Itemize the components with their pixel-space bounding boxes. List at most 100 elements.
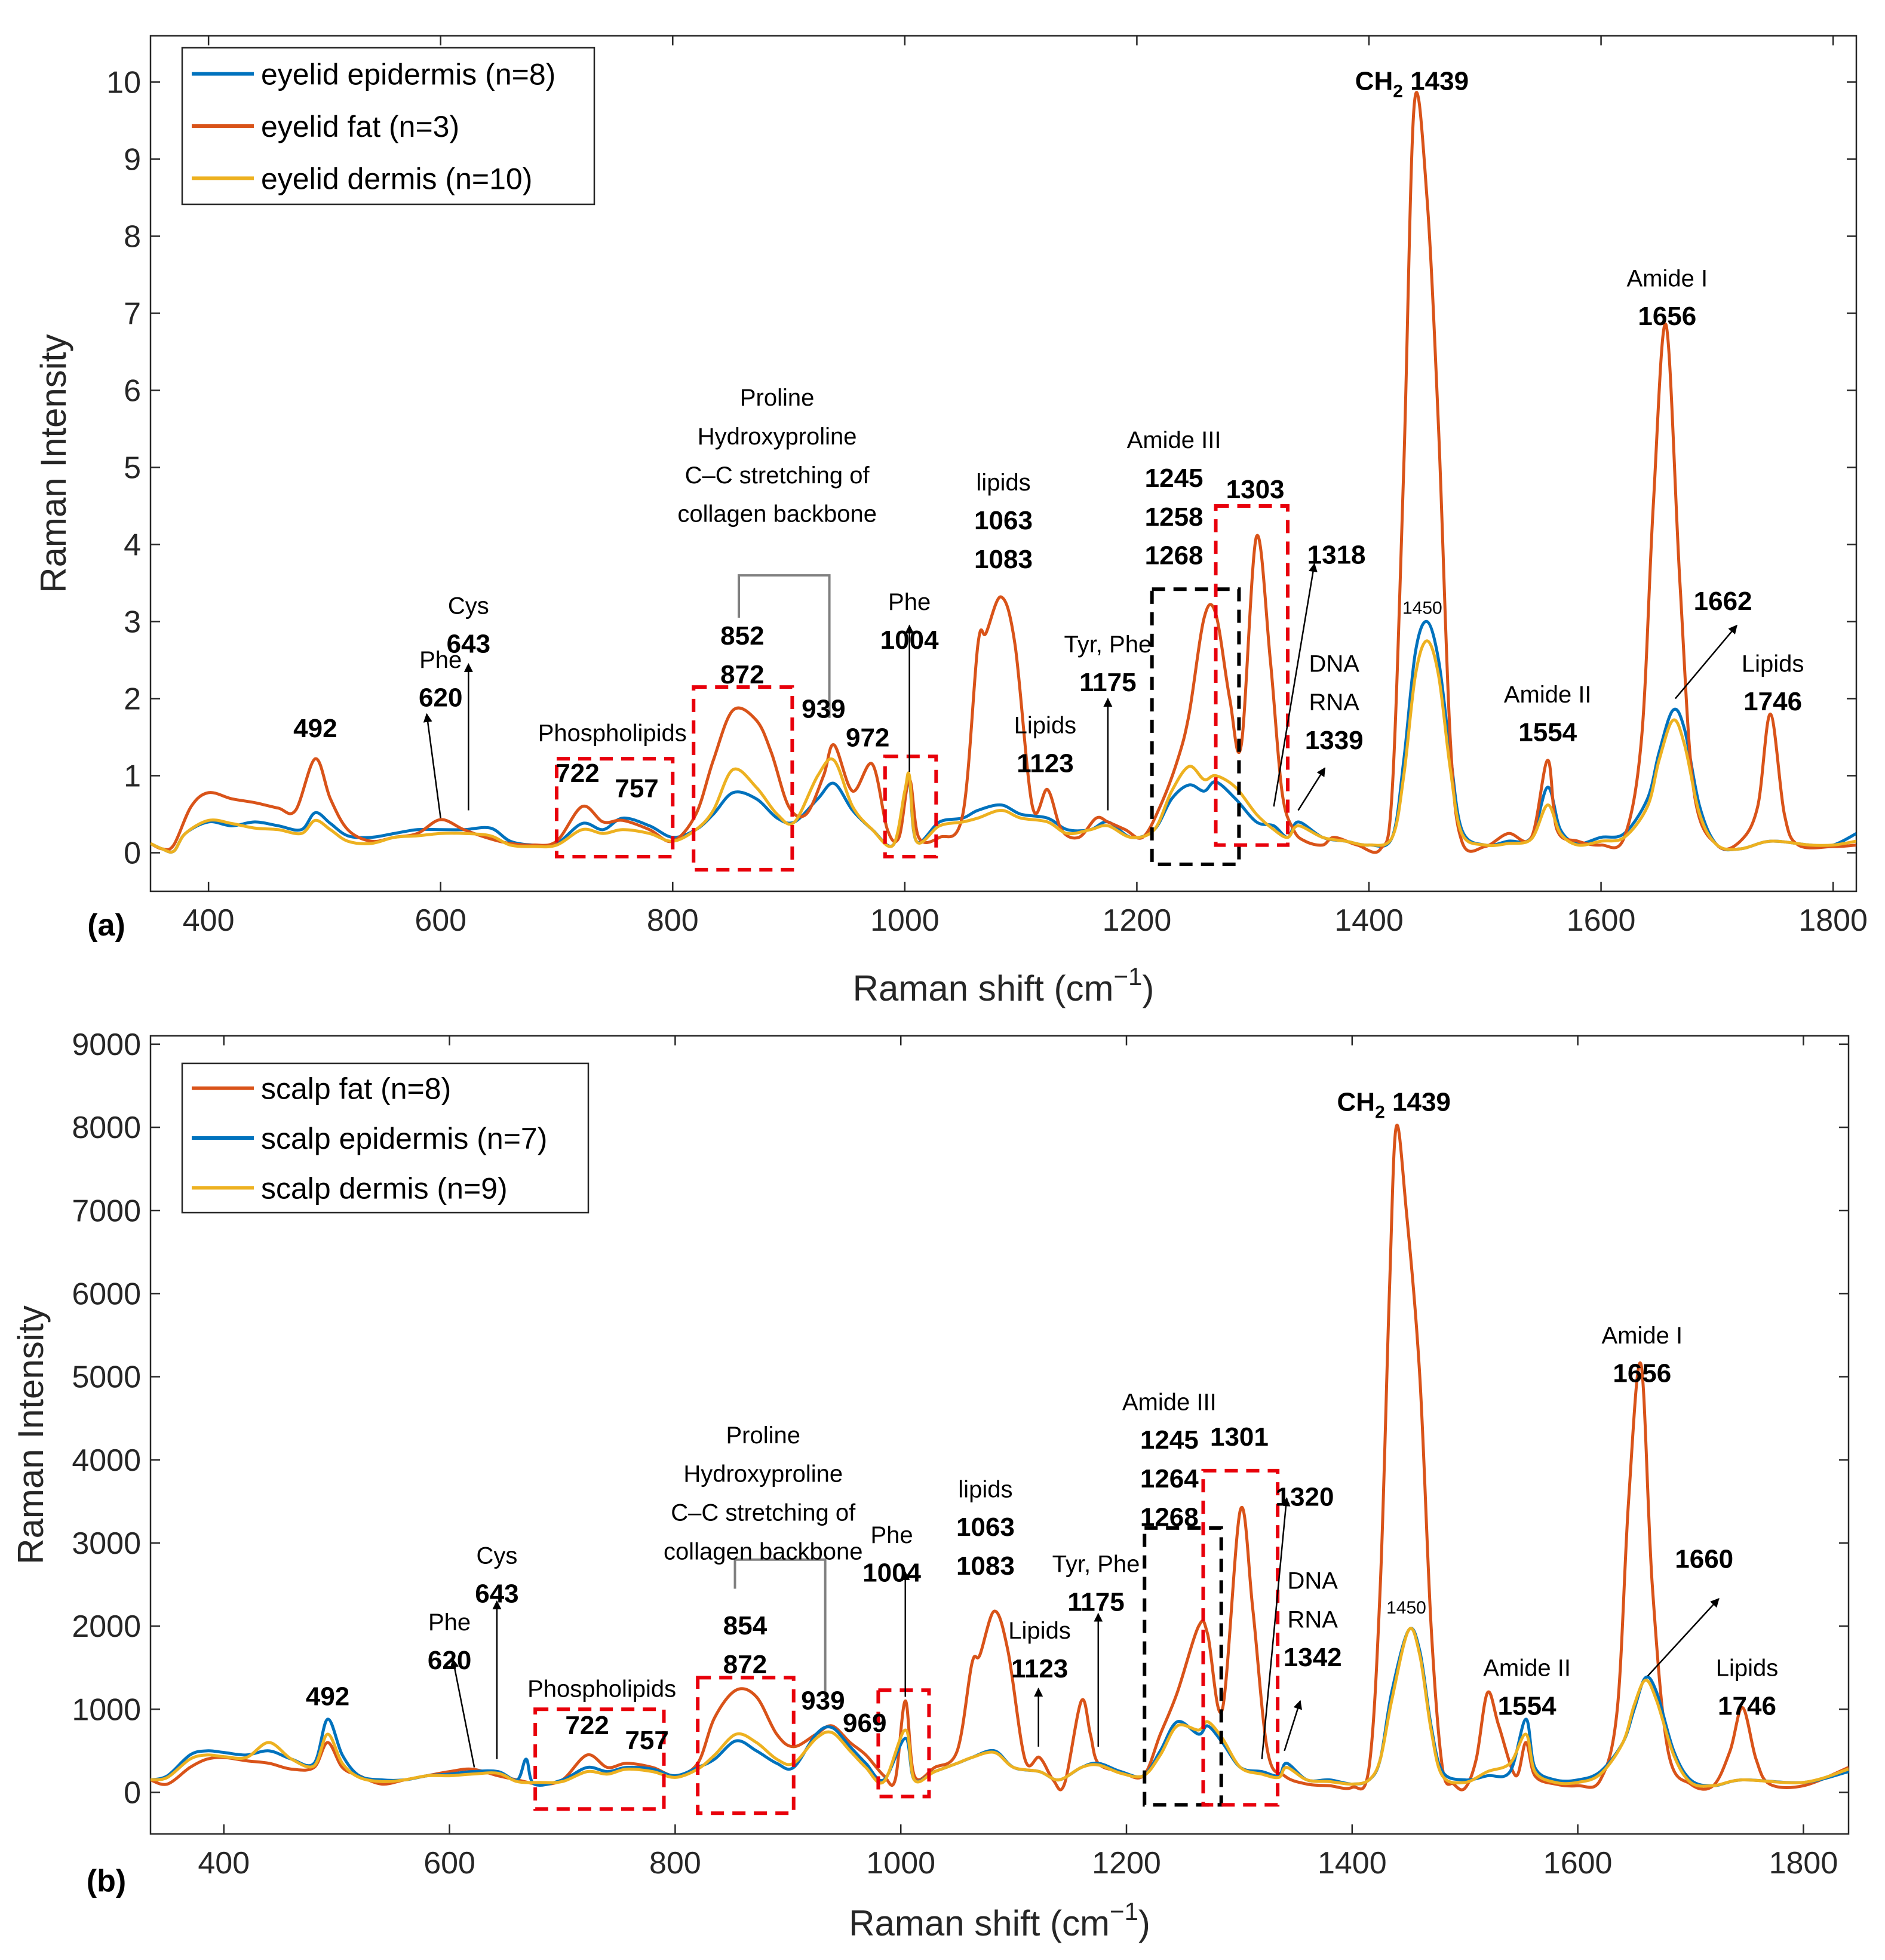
annotation-arrow xyxy=(1284,1700,1303,1752)
peak-annotation: Proline Hydroxyproline C–C stretching of co… xyxy=(664,1422,863,1565)
series-line-2 xyxy=(151,91,1856,854)
peak-annotation: Cys 643 xyxy=(447,593,490,659)
peak-annotation: Tyr, Phe 1175 xyxy=(1064,631,1152,697)
annotation-line: 872 xyxy=(723,1650,767,1679)
ch2-peak-label: CH2 1439 xyxy=(1337,1087,1451,1122)
annotation-line: Lipids xyxy=(1014,713,1077,739)
y-tick-label: 9 xyxy=(124,142,141,177)
annotation-arrow xyxy=(1297,767,1326,811)
annotation-line: Proline xyxy=(726,1422,800,1449)
peak-annotation: Lipids 1746 xyxy=(1742,651,1804,716)
annotation-line: Amide III xyxy=(1122,1389,1217,1415)
annotation-line: 643 xyxy=(475,1579,518,1609)
annotation-line: Phe xyxy=(871,1522,913,1548)
y-tick-label: 8000 xyxy=(72,1111,141,1145)
chart-panel-1: 400 600 800 1000 1200 1400 1600 1800 0 1 2 3 4 5 6 7 8 9 1… xyxy=(33,35,1868,1008)
annotation-line: 939 xyxy=(802,695,845,724)
collagen-bracket xyxy=(738,574,831,718)
annotation-line: RNA xyxy=(1309,689,1359,716)
annotation-line: 1303 xyxy=(1226,475,1285,504)
y-tick-label: 5000 xyxy=(72,1360,141,1395)
x-tick-label: 1400 xyxy=(1334,903,1404,938)
y-tick-label: 8 xyxy=(124,219,141,254)
annotation-line: Hydroxyproline xyxy=(683,1461,843,1487)
legend: scalp fat (n=8) scalp epidermis (n=7) scal… xyxy=(181,1062,590,1214)
peak-annotation: 757 xyxy=(615,774,658,803)
y-tick-label: 1000 xyxy=(72,1692,141,1727)
annotation-line: 620 xyxy=(428,1646,471,1675)
annotation-arrow xyxy=(450,1658,475,1768)
peak-annotation: 1318 xyxy=(1307,541,1366,570)
series-group xyxy=(151,1124,1849,1792)
annotation-line: 1258 xyxy=(1145,502,1204,532)
annotation-line: collagen backbone xyxy=(664,1538,863,1565)
annotation-line: 1268 xyxy=(1145,541,1204,570)
highlight-box xyxy=(1214,504,1290,847)
peak-annotation: 939 xyxy=(801,1686,845,1715)
peak-annotation: Phe 620 xyxy=(419,647,462,713)
annotation-line: 1339 xyxy=(1305,726,1364,755)
annotation-line: 1175 xyxy=(1079,668,1136,697)
annotation-line: Phe xyxy=(419,647,462,673)
annotation-line: 1245 xyxy=(1140,1425,1199,1455)
panel-label-bg xyxy=(65,891,148,957)
highlight-box xyxy=(1143,1526,1223,1807)
y-tick-label: 7000 xyxy=(72,1194,141,1228)
annotation-line: Phospholipids xyxy=(538,720,687,746)
annotation-arrow xyxy=(1261,1497,1291,1759)
annotation-line: 1083 xyxy=(956,1551,1015,1581)
annotation-line: Phe xyxy=(888,589,931,615)
annotation-line: DNA xyxy=(1287,1568,1338,1594)
y-tick-label: 10 xyxy=(106,65,141,100)
annotation-line: RNA xyxy=(1287,1606,1338,1633)
annotation-line: DNA xyxy=(1309,651,1359,677)
annotation-line: C–C stretching of xyxy=(685,462,870,489)
highlight-box xyxy=(692,685,794,872)
peak-annotation: 722 xyxy=(555,759,599,788)
x-tick-label: 400 xyxy=(198,1846,250,1881)
x-tick-label: 1200 xyxy=(1092,1846,1161,1881)
legend-label: scalp fat (n=8) xyxy=(261,1072,451,1106)
peak-annotation: Amide II 1554 xyxy=(1483,1655,1571,1721)
x-tick-label: 600 xyxy=(415,903,466,938)
series-line-3 xyxy=(151,1627,1849,1788)
y-tick-label: 0 xyxy=(124,836,141,870)
annotation-line: Lipids xyxy=(1716,1655,1779,1682)
y-tick-label: 2000 xyxy=(72,1609,141,1644)
annotation-line: 492 xyxy=(306,1682,349,1711)
annotation-line: Amide III xyxy=(1127,427,1221,453)
annotation-line: Phe xyxy=(428,1609,471,1636)
y-tick-label: 2 xyxy=(124,682,141,716)
annotation-line: 1662 xyxy=(1694,587,1752,616)
x-tick-label: 400 xyxy=(183,903,235,938)
annotation-line: 1746 xyxy=(1743,687,1802,716)
peak-annotation: Proline Hydroxyproline C–C stretching of co… xyxy=(677,385,877,527)
legend-label: eyelid fat (n=3) xyxy=(261,110,459,143)
annotation-arrow xyxy=(1647,1598,1720,1677)
highlight-box xyxy=(876,1688,931,1799)
x-tick-label: 1600 xyxy=(1567,903,1636,938)
peak-annotation: 852 872 xyxy=(720,621,764,689)
peak-annotation: 1320 xyxy=(1276,1482,1334,1511)
peak-annotation: lipids 1063 1083 xyxy=(974,470,1033,574)
x-axis-label: Raman shift (cm−1) xyxy=(853,962,1155,1008)
x-tick-label: 1200 xyxy=(1103,903,1172,938)
annotation-line: collagen backbone xyxy=(677,501,877,527)
peak-annotation: Lipids 1123 xyxy=(1008,1618,1071,1683)
annotation-line: C–C stretching of xyxy=(671,1500,856,1526)
annotation-line: 1004 xyxy=(862,1559,921,1588)
peak-annotation: Phe 1004 xyxy=(880,589,939,655)
peak-annotation: Amide I 1656 xyxy=(1627,265,1708,331)
y-tick-label: 7 xyxy=(124,296,141,331)
peak-annotation: 722 xyxy=(565,1711,609,1740)
ch2-peak-label: CH2 1439 xyxy=(1355,66,1469,101)
annotation-line: 1656 xyxy=(1638,302,1696,331)
peak-annotation: 757 xyxy=(625,1726,668,1755)
annotation-line: Hydroxyproline xyxy=(698,424,857,450)
annotation-line: 722 xyxy=(555,759,599,788)
peak-annotation: Phospholipids xyxy=(527,1676,676,1702)
annotation-line: 1175 xyxy=(1067,1587,1124,1617)
annotation-line: 620 xyxy=(419,683,462,713)
annotation-line: lipids xyxy=(976,470,1030,496)
